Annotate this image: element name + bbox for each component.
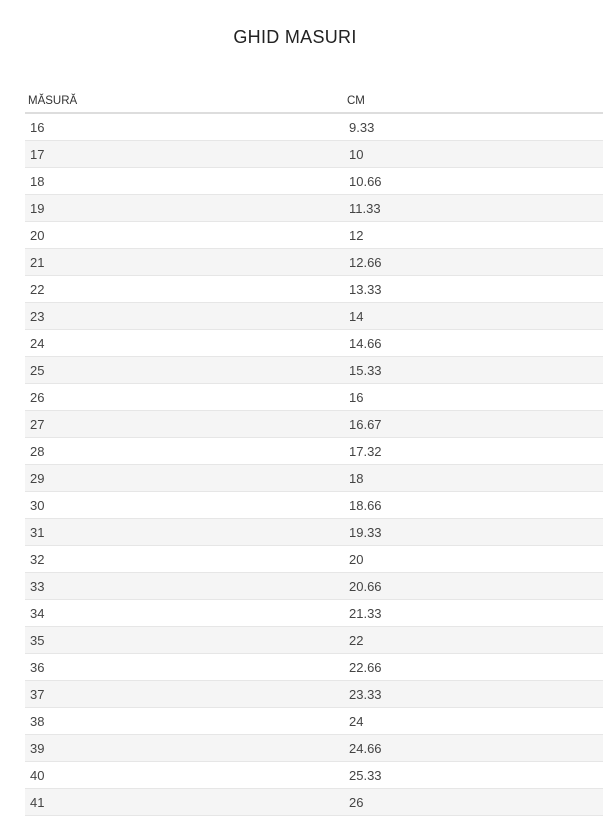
table-row: 29 18 bbox=[25, 464, 603, 492]
page-title: GHID MASURI bbox=[233, 27, 357, 47]
size-cell: 36 bbox=[25, 653, 344, 681]
table-row: 41 26 bbox=[25, 788, 603, 816]
cm-cell: 12 bbox=[344, 221, 603, 249]
size-cell: 34 bbox=[25, 599, 344, 627]
table-row: 18 10.66 bbox=[25, 167, 603, 195]
size-cell: 25 bbox=[25, 356, 344, 384]
cm-cell: 10.66 bbox=[344, 167, 603, 195]
cm-cell: 22 bbox=[344, 626, 603, 654]
size-cell: 21 bbox=[25, 248, 344, 276]
cm-cell: 11.33 bbox=[344, 194, 603, 222]
size-cell: 29 bbox=[25, 464, 344, 492]
cm-cell: 15.33 bbox=[344, 356, 603, 384]
size-cell: 39 bbox=[25, 734, 344, 762]
size-cell: 40 bbox=[25, 761, 344, 789]
cm-cell: 14 bbox=[344, 302, 603, 330]
table-row: 20 12 bbox=[25, 221, 603, 249]
table-row: 24 14.66 bbox=[25, 329, 603, 357]
cm-cell: 20.66 bbox=[344, 572, 603, 600]
table-row: 32 20 bbox=[25, 545, 603, 573]
cm-cell: 25.33 bbox=[344, 761, 603, 789]
table-row: 28 17.32 bbox=[25, 437, 603, 465]
table-row: 23 14 bbox=[25, 302, 603, 330]
table-row: 26 16 bbox=[25, 383, 603, 411]
size-cell: 38 bbox=[25, 707, 344, 735]
cm-cell: 19.33 bbox=[344, 518, 603, 546]
table-row: 19 11.33 bbox=[25, 194, 603, 222]
size-cell: 22 bbox=[25, 275, 344, 303]
size-cell: 35 bbox=[25, 626, 344, 654]
table-row: 38 24 bbox=[25, 707, 603, 735]
table-body: 16 9.33 17 10 18 10.66 19 11.33 20 12 21 12.66 22 13.… bbox=[25, 113, 603, 816]
header-cm: CM bbox=[344, 90, 603, 114]
cm-cell: 16 bbox=[344, 383, 603, 411]
size-cell: 33 bbox=[25, 572, 344, 600]
size-cell: 19 bbox=[25, 194, 344, 222]
table-row: 34 21.33 bbox=[25, 599, 603, 627]
cm-cell: 13.33 bbox=[344, 275, 603, 303]
table-row: 31 19.33 bbox=[25, 518, 603, 546]
cm-cell: 23.33 bbox=[344, 680, 603, 708]
size-cell: 20 bbox=[25, 221, 344, 249]
table-row: 36 22.66 bbox=[25, 653, 603, 681]
size-cell: 41 bbox=[25, 788, 344, 816]
table-row: 40 25.33 bbox=[25, 761, 603, 789]
table-row: 33 20.66 bbox=[25, 572, 603, 600]
size-cell: 26 bbox=[25, 383, 344, 411]
table-row: 17 10 bbox=[25, 140, 603, 168]
size-cell: 28 bbox=[25, 437, 344, 465]
size-cell: 18 bbox=[25, 167, 344, 195]
size-cell: 17 bbox=[25, 140, 344, 168]
table-row: 30 18.66 bbox=[25, 491, 603, 519]
table-row: 16 9.33 bbox=[25, 113, 603, 141]
cm-cell: 20 bbox=[344, 545, 603, 573]
size-cell: 24 bbox=[25, 329, 344, 357]
cm-cell: 21.33 bbox=[344, 599, 603, 627]
table-row: 37 23.33 bbox=[25, 680, 603, 708]
table-row: 21 12.66 bbox=[25, 248, 603, 276]
table-row: 25 15.33 bbox=[25, 356, 603, 384]
cm-cell: 24 bbox=[344, 707, 603, 735]
size-cell: 30 bbox=[25, 491, 344, 519]
table-row: 35 22 bbox=[25, 626, 603, 654]
size-cell: 32 bbox=[25, 545, 344, 573]
table-header-row: MĂSURĂ CM bbox=[25, 90, 603, 114]
size-cell: 27 bbox=[25, 410, 344, 438]
cm-cell: 10 bbox=[344, 140, 603, 168]
size-guide-table: MĂSURĂ CM 16 9.33 17 10 18 10.66 19 11.33 20 12 21… bbox=[25, 90, 603, 816]
cm-cell: 12.66 bbox=[344, 248, 603, 276]
size-cell: 23 bbox=[25, 302, 344, 330]
size-cell: 37 bbox=[25, 680, 344, 708]
table-row: 22 13.33 bbox=[25, 275, 603, 303]
cm-cell: 16.67 bbox=[344, 410, 603, 438]
cm-cell: 24.66 bbox=[344, 734, 603, 762]
table-row: 39 24.66 bbox=[25, 734, 603, 762]
cm-cell: 14.66 bbox=[344, 329, 603, 357]
header-size: MĂSURĂ bbox=[25, 90, 344, 114]
cm-cell: 18.66 bbox=[344, 491, 603, 519]
size-cell: 16 bbox=[25, 113, 344, 141]
cm-cell: 26 bbox=[344, 788, 603, 816]
table-row: 27 16.67 bbox=[25, 410, 603, 438]
cm-cell: 17.32 bbox=[344, 437, 603, 465]
cm-cell: 9.33 bbox=[344, 113, 603, 141]
cm-cell: 18 bbox=[344, 464, 603, 492]
size-cell: 31 bbox=[25, 518, 344, 546]
cm-cell: 22.66 bbox=[344, 653, 603, 681]
